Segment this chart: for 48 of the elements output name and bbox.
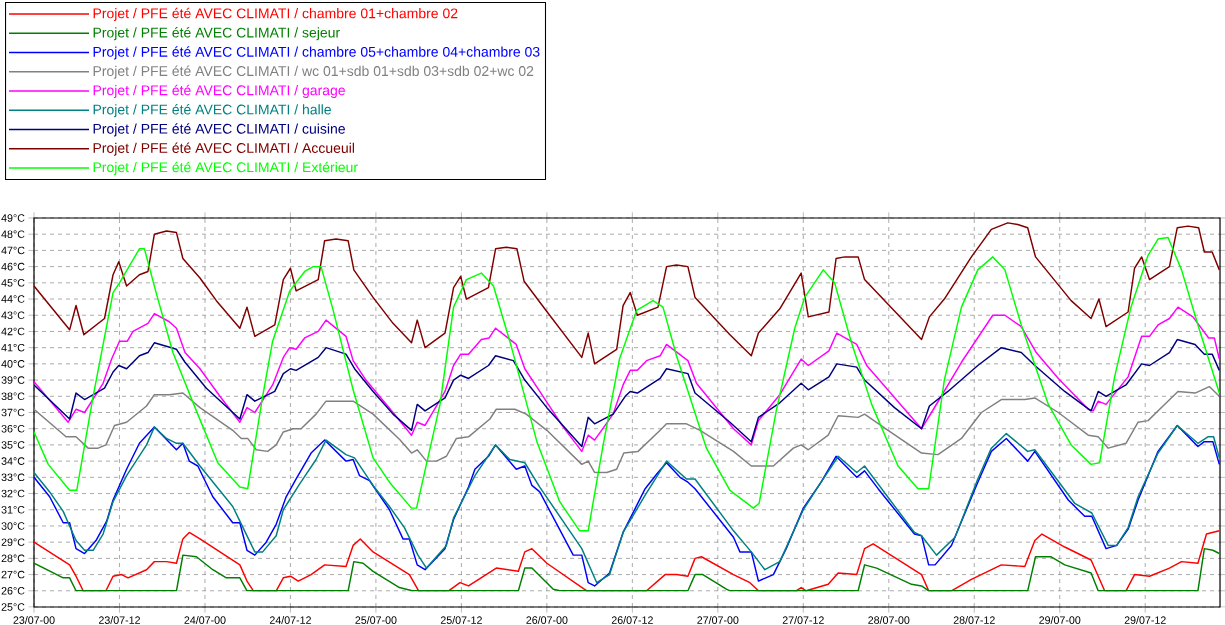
text: Projet / PFE été AVEC CLIMATI / garage [93,84,345,99]
text: Projet / PFE été AVEC CLIMATI / sejeur [93,27,340,41]
y-tick-label: 28°C [1,554,25,563]
text: Projet / PFE été AVEC CLIMATI / chambre 01+chambre 02 [93,7,458,22]
x-tick-label: 29/07-12 [1124,616,1166,624]
y-tick-label: 44°C [1,295,25,303]
y-tick-label: 37°C [1,408,25,417]
x-tick-label: 26/07-12 [611,616,653,624]
x-tick-label: 28/07-00 [868,616,910,624]
text: Projet / PFE été AVEC CLIMATI / wc 01+sdb 01+sdb 03+sdb 02+wc 02 [93,65,534,79]
y-tick-label: 27°C [1,570,25,579]
text: Projet / PFE été AVEC CLIMATI / Accueuil [93,142,354,156]
y-tick-label: 30°C [1,522,25,530]
y-tick-label: 39°C [1,376,25,384]
x-tick-label: 27/07-00 [697,616,739,624]
y-tick-label: 31°C [1,505,25,514]
x-tick-label: 24/07-12 [269,616,311,624]
y-tick-label: 47°C [1,246,25,255]
y-tick-label: 34°C [1,457,25,465]
x-tick-label: 25/07-00 [355,616,397,624]
text: Projet / PFE été AVEC CLIMATI / Extérieur [93,161,358,175]
x-tick-label: 27/07-12 [782,616,824,624]
x-tick-label: 26/07-00 [526,616,568,624]
y-tick-label: 49°C [1,214,25,222]
y-tick-label: 25°C [1,603,25,611]
text: Projet / PFE été AVEC CLIMATI / chambre 05+chambre 04+chambre 03 [93,46,540,60]
x-tick-label: 29/07-00 [1039,616,1081,624]
x-tick-label: 25/07-12 [440,616,482,624]
text: Projet / PFE été AVEC CLIMATI / cuisine [93,123,345,137]
y-tick-label: 26°C [1,587,25,595]
y-tick-label: 48°C [1,230,25,238]
y-tick-label: 40°C [1,360,25,368]
y-tick-label: 32°C [1,489,25,498]
x-tick-label: 24/07-00 [184,616,226,624]
y-tick-label: 36°C [1,424,25,433]
y-tick-label: 38°C [1,392,25,401]
y-tick-label: 33°C [1,473,25,482]
y-tick-label: 43°C [1,311,25,320]
y-tick-label: 46°C [1,262,25,271]
text: Projet / PFE été AVEC CLIMATI / halle [93,104,331,118]
x-tick-label: 23/07-12 [98,616,140,624]
y-tick-label: 45°C [1,279,25,287]
x-tick-label: 23/07-00 [13,616,55,624]
y-tick-label: 42°C [1,327,25,336]
y-tick-label: 29°C [1,538,25,546]
x-tick-label: 28/07-12 [953,616,995,624]
y-tick-label: 35°C [1,441,25,449]
y-tick-label: 41°C [1,343,25,352]
